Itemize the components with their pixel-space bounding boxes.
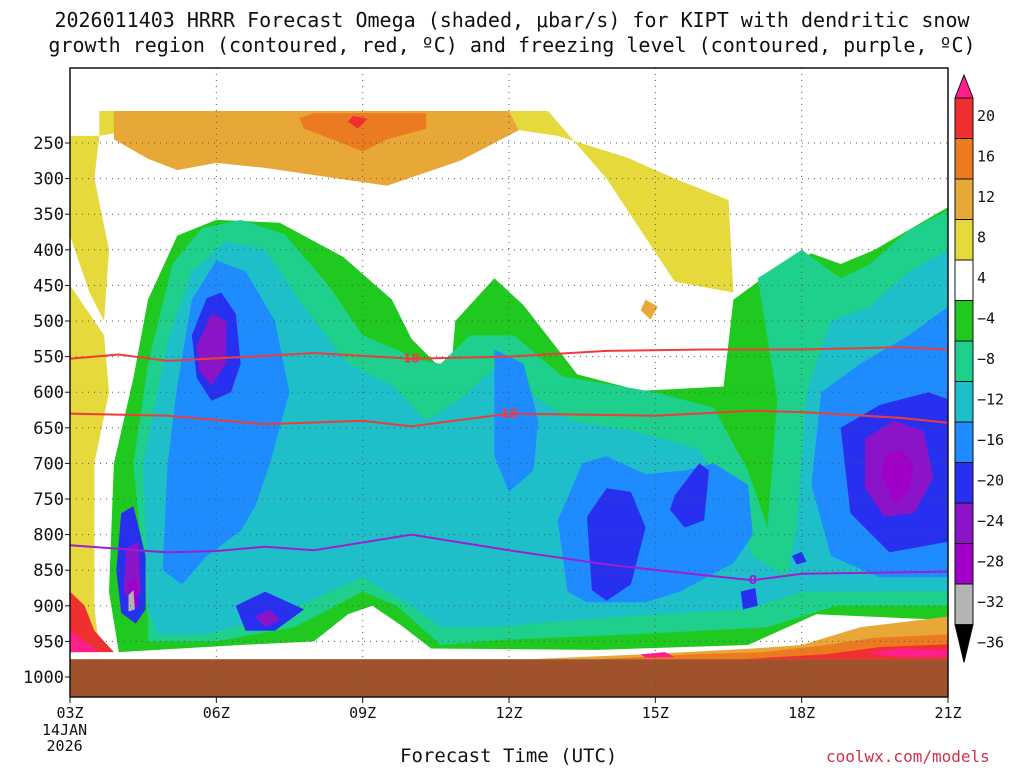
x-tick-label-09Z: 09Z bbox=[349, 704, 376, 722]
colorbar-label-10: −24 bbox=[977, 512, 1004, 530]
omega-region-31 bbox=[70, 630, 100, 653]
colorbar-label-5: −4 bbox=[977, 310, 995, 328]
x-axis-title: Forecast Time (UTC) bbox=[400, 745, 618, 767]
y-tick-label-550: 550 bbox=[33, 348, 64, 368]
y-tick-label-650: 650 bbox=[33, 419, 64, 439]
omega-region-12 bbox=[494, 349, 539, 492]
omega-region-6 bbox=[70, 135, 109, 321]
contour-label-0: 0 bbox=[749, 573, 757, 587]
colorbar-label-1: 16 bbox=[977, 148, 995, 166]
chart-title-line-2: growth region (contoured, red, ºC) and f… bbox=[48, 33, 976, 57]
contour-label--12: 12 bbox=[501, 407, 518, 421]
plot-area: 18 12 0 bbox=[69, 68, 949, 697]
colorbar-segment-7 bbox=[954, 340, 974, 382]
chart-title-line-1: 2026011403 HRRR Forecast Omega (shaded, … bbox=[54, 8, 970, 32]
contour-line-0 bbox=[69, 533, 949, 582]
x-tick-label-03Z: 03Z bbox=[56, 704, 83, 722]
colorbar-segment-12 bbox=[954, 543, 974, 585]
y-tick-label-700: 700 bbox=[33, 454, 64, 474]
y-tick-label-500: 500 bbox=[33, 312, 64, 332]
colorbar-label-4: 4 bbox=[977, 269, 986, 287]
shaded-regions bbox=[70, 68, 948, 697]
x-tick-label-06Z: 06Z bbox=[203, 704, 230, 722]
y-tick-label-950: 950 bbox=[33, 632, 64, 652]
y-tick-label-250: 250 bbox=[33, 134, 64, 154]
omega-region-4 bbox=[640, 299, 658, 320]
colorbar-segment-2 bbox=[954, 138, 974, 180]
y-tick-label-450: 450 bbox=[33, 276, 64, 296]
colorbar-label-7: −12 bbox=[977, 391, 1004, 409]
colorbar-segment-3 bbox=[954, 178, 974, 220]
colorbar-segment-8 bbox=[954, 381, 974, 423]
omega-region-10 bbox=[143, 241, 948, 635]
omega-region-22 bbox=[740, 588, 758, 610]
x-tick-label-15Z: 15Z bbox=[642, 704, 669, 722]
contours: 18 12 0 bbox=[69, 346, 949, 587]
omega-region-0 bbox=[99, 111, 734, 293]
omega-region-21 bbox=[791, 551, 807, 565]
axes: 250 300 350 400 450 500 550 600 650 700 750 800 850 9… bbox=[23, 67, 962, 722]
omega-region-26 bbox=[255, 609, 280, 628]
colorbar-label-9: −20 bbox=[977, 472, 1004, 490]
y-tick-label-400: 400 bbox=[33, 241, 64, 261]
y-tick-label-600: 600 bbox=[33, 383, 64, 403]
y-tick-label-900: 900 bbox=[33, 597, 64, 617]
start-date-label: 14JAN 2026 bbox=[42, 722, 87, 754]
colorbar-label-12: −32 bbox=[977, 593, 1004, 611]
colorbar-label-11: −28 bbox=[977, 553, 1004, 571]
colorbar-bottom-arrow bbox=[954, 624, 974, 663]
colorbar-segment-13 bbox=[954, 583, 974, 625]
omega-region-35 bbox=[865, 648, 948, 658]
y-tick-label-300: 300 bbox=[33, 170, 64, 190]
colorbar-label-2: 12 bbox=[977, 188, 995, 206]
x-tick-label-18Z: 18Z bbox=[788, 704, 815, 722]
y-tick-label-800: 800 bbox=[33, 526, 64, 546]
x-tick-label-12Z: 12Z bbox=[495, 704, 522, 722]
credit-link[interactable]: coolwx.com/models bbox=[826, 747, 990, 766]
y-tick-label-750: 750 bbox=[33, 490, 64, 510]
contour-label--18: 18 bbox=[403, 352, 420, 366]
omega-region-36 bbox=[640, 652, 675, 658]
colorbar-label-8: −16 bbox=[977, 431, 1004, 449]
y-tick-label-850: 850 bbox=[33, 561, 64, 581]
colorbar-segment-9 bbox=[954, 421, 974, 463]
colorbar-label-6: −8 bbox=[977, 350, 995, 368]
contour-line--12 bbox=[69, 409, 949, 428]
colorbar-top-arrow bbox=[954, 73, 974, 99]
colorbar-segment-1 bbox=[954, 97, 974, 139]
omega-region-2 bbox=[299, 113, 427, 152]
omega-region-17 bbox=[587, 488, 646, 601]
colorbar-label-0: 20 bbox=[977, 107, 995, 125]
x-tick-label-21Z: 21Z bbox=[934, 704, 961, 722]
omega-region-30 bbox=[70, 591, 114, 653]
colorbar-label-3: 8 bbox=[977, 229, 986, 247]
omega-region-5 bbox=[70, 285, 109, 653]
colorbar-segment-10 bbox=[954, 462, 974, 504]
contour-line--18 bbox=[69, 346, 949, 362]
start-day: 14JAN bbox=[42, 721, 88, 739]
colorbar-segment-6 bbox=[954, 300, 974, 342]
omega-region-23 bbox=[196, 313, 227, 386]
omega-region-18 bbox=[670, 463, 709, 528]
colorbar-segment-5 bbox=[954, 259, 974, 301]
colorbar: 20 16 12 8 4 −4 −8 −12 −16 −20 −24 −28 −32 −36 bbox=[954, 73, 1004, 663]
ground-layer bbox=[70, 659, 948, 697]
start-year: 2026 bbox=[46, 737, 83, 755]
omega-region-27 bbox=[882, 449, 914, 503]
omega-region-3 bbox=[348, 115, 368, 129]
y-tick-label-1000: 1000 bbox=[23, 668, 64, 688]
y-tick-label-350: 350 bbox=[33, 205, 64, 225]
colorbar-segment-11 bbox=[954, 502, 974, 544]
colorbar-label-13: −36 bbox=[977, 634, 1004, 652]
colorbar-segment-4 bbox=[954, 219, 974, 261]
